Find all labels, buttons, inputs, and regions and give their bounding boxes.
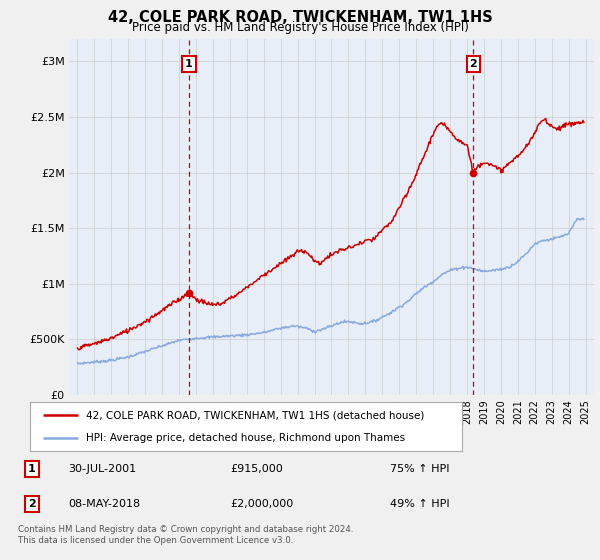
Text: 30-JUL-2001: 30-JUL-2001 <box>68 464 136 474</box>
Text: 08-MAY-2018: 08-MAY-2018 <box>68 499 140 509</box>
Text: 2: 2 <box>28 499 36 509</box>
Text: 49% ↑ HPI: 49% ↑ HPI <box>390 499 449 509</box>
Text: 1: 1 <box>28 464 36 474</box>
Text: £915,000: £915,000 <box>230 464 283 474</box>
Text: £2,000,000: £2,000,000 <box>230 499 293 509</box>
Text: 42, COLE PARK ROAD, TWICKENHAM, TW1 1HS: 42, COLE PARK ROAD, TWICKENHAM, TW1 1HS <box>107 10 493 25</box>
Text: Price paid vs. HM Land Registry's House Price Index (HPI): Price paid vs. HM Land Registry's House … <box>131 21 469 34</box>
Text: Contains HM Land Registry data © Crown copyright and database right 2024.
This d: Contains HM Land Registry data © Crown c… <box>18 525 353 545</box>
Text: 1: 1 <box>185 59 193 69</box>
Text: 42, COLE PARK ROAD, TWICKENHAM, TW1 1HS (detached house): 42, COLE PARK ROAD, TWICKENHAM, TW1 1HS … <box>86 410 425 421</box>
Text: 2: 2 <box>469 59 477 69</box>
Text: 75% ↑ HPI: 75% ↑ HPI <box>390 464 449 474</box>
Text: HPI: Average price, detached house, Richmond upon Thames: HPI: Average price, detached house, Rich… <box>86 433 405 444</box>
